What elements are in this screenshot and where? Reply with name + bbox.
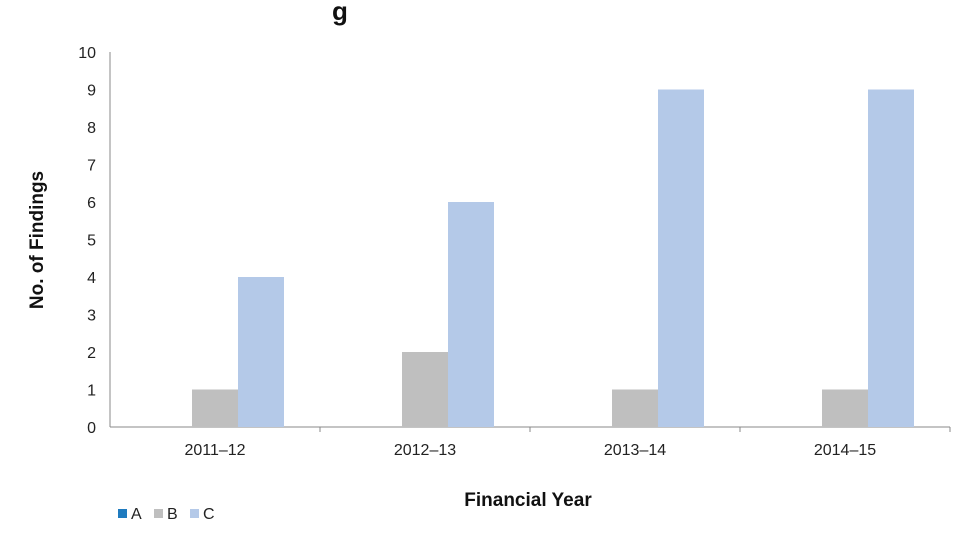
x-axis-title: Financial Year bbox=[464, 490, 592, 511]
y-tick-label: 6 bbox=[87, 195, 96, 212]
plot-area bbox=[109, 52, 950, 428]
legend: A B C bbox=[118, 506, 215, 523]
y-tick-label: 10 bbox=[78, 45, 96, 62]
legend-swatch-a bbox=[118, 509, 127, 518]
y-tick-label: 0 bbox=[87, 420, 96, 437]
legend-label-b: B bbox=[167, 506, 178, 523]
y-axis-ticks: 0 1 2 3 4 5 6 7 8 9 10 bbox=[78, 45, 96, 437]
y-tick-label: 9 bbox=[87, 83, 96, 100]
x-tick-label: 2014–15 bbox=[814, 442, 876, 459]
legend-label-c: C bbox=[203, 506, 215, 523]
y-axis-title: No. of Findings bbox=[27, 171, 48, 309]
bar-c-2 bbox=[658, 89, 704, 427]
x-axis-ticks: 2011–12 2012–13 2013–14 2014–15 bbox=[184, 427, 951, 459]
bar-b-3 bbox=[822, 389, 868, 427]
bar-b-1 bbox=[402, 352, 448, 427]
x-tick-label: 2012–13 bbox=[394, 442, 456, 459]
bars bbox=[192, 89, 914, 427]
y-tick-label: 5 bbox=[87, 233, 96, 250]
bar-b-0 bbox=[192, 389, 238, 427]
y-tick-label: 4 bbox=[87, 270, 96, 287]
legend-label-a: A bbox=[131, 506, 142, 523]
x-tick-label: 2011–12 bbox=[184, 442, 245, 459]
y-tick-label: 8 bbox=[87, 120, 96, 137]
y-tick-label: 1 bbox=[87, 383, 96, 400]
legend-swatch-b bbox=[154, 509, 163, 518]
chart-title-fragment: g bbox=[332, 0, 348, 26]
y-tick-label: 7 bbox=[87, 158, 96, 175]
bar-c-0 bbox=[238, 277, 284, 427]
bar-b-2 bbox=[612, 389, 658, 427]
legend-swatch-c bbox=[190, 509, 199, 518]
bar-c-1 bbox=[448, 202, 494, 427]
y-tick-label: 3 bbox=[87, 308, 96, 325]
y-tick-label: 2 bbox=[87, 345, 96, 362]
x-tick-label: 2013–14 bbox=[604, 442, 666, 459]
bar-c-3 bbox=[868, 89, 914, 427]
